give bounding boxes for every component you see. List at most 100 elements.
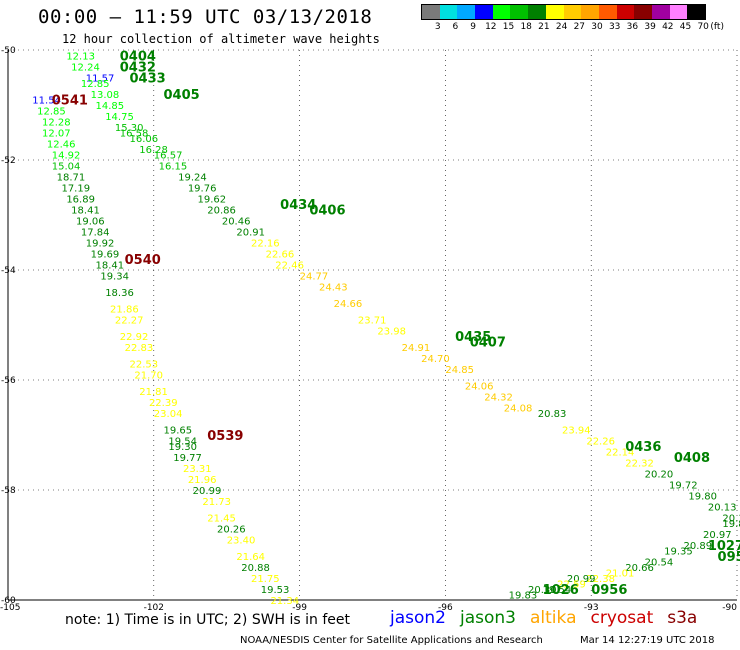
satellite-label-jason3: jason3 xyxy=(460,608,516,628)
satellite-label-jason2: jason2 xyxy=(390,608,446,628)
wave-height-value: 12.13 xyxy=(66,52,95,63)
wave-height-value: 19.35 xyxy=(664,547,693,558)
legend-swatch xyxy=(669,5,688,19)
wave-height-value: 21.70 xyxy=(134,371,163,382)
pass-time-label: 0433 xyxy=(130,72,166,87)
wave-height-value: 24.43 xyxy=(319,283,348,294)
legend-tick: 36 xyxy=(626,22,639,32)
legend-tick: 70 xyxy=(697,22,709,32)
wave-height-value: 11.57 xyxy=(86,74,115,85)
legend-tick: 45 xyxy=(679,22,692,32)
wave-height-value: 20.46 xyxy=(222,217,251,228)
latitude-tick-label: -54 xyxy=(1,266,16,276)
wave-height-value: 19.72 xyxy=(669,481,698,492)
wave-height-value: 23.71 xyxy=(358,316,387,327)
wave-height-value: 20.20 xyxy=(645,470,674,481)
wave-height-value: 24.66 xyxy=(334,299,363,310)
wave-height-value: 20.89 xyxy=(684,541,713,552)
wave-height-value: 19.30 xyxy=(168,442,197,453)
wave-height-value: 19.54 xyxy=(168,437,197,448)
latitude-tick-label: -58 xyxy=(1,486,16,496)
legend-tick: 24 xyxy=(555,22,568,32)
legend-tick: 39 xyxy=(644,22,656,32)
legend-tick: 42 xyxy=(662,22,674,32)
wave-height-value: 17.19 xyxy=(61,184,90,195)
wave-height-value: 20.54 xyxy=(645,558,674,569)
wave-height-value: 22.59 xyxy=(557,580,586,591)
credit-line: NOAA/NESDIS Center for Satellite Applica… xyxy=(240,635,543,646)
wave-height-value: 18.36 xyxy=(105,288,134,299)
wave-height-value: 21.73 xyxy=(202,497,231,508)
wave-height-value: 21.64 xyxy=(236,552,265,563)
wave-height-value: 19.76 xyxy=(188,184,217,195)
wave-height-value: 19.24 xyxy=(178,173,207,184)
wave-height-value: 22.46 xyxy=(275,261,304,272)
legend-tick: 15 xyxy=(502,22,515,32)
wave-height-value: 22.16 xyxy=(251,239,280,250)
color-legend: 3 6 9 12 15 18 21 24 27 30 33 36 39 42 45 70 (ft) xyxy=(421,4,724,34)
wave-height-value: 20.91 xyxy=(236,228,265,239)
legend-tick: 21 xyxy=(538,22,550,32)
wave-height-value: 12.85 xyxy=(81,79,110,90)
legend-tick: 12 xyxy=(485,22,497,32)
legend-tick: 18 xyxy=(520,22,532,32)
wave-height-value: 16.28 xyxy=(139,145,168,156)
footer-note: note: 1) Time is in UTC; 2) SWH is in fe… xyxy=(65,612,351,628)
wave-height-value: 14.75 xyxy=(105,112,134,123)
latitude-tick-label: -56 xyxy=(1,376,16,386)
pass-time-label: 1027 xyxy=(708,539,740,554)
wave-height-value: 20.99 xyxy=(193,486,222,497)
longitude-tick-label: -96 xyxy=(438,603,453,613)
wave-height-value: 22.27 xyxy=(115,316,144,327)
wave-height-value: 12.24 xyxy=(71,63,100,74)
wave-height-value: 21.45 xyxy=(207,514,236,525)
wave-height-points: 11.5412.8512.2812.0712.4614.9215.0418.71… xyxy=(32,52,740,608)
wave-height-value: 16.57 xyxy=(154,151,183,162)
wave-height-value: 20.13 xyxy=(708,503,737,514)
wave-height-value: 24.77 xyxy=(300,272,329,283)
legend-swatch xyxy=(457,5,476,19)
satellite-legend: jason2 jason3 altika cryosat s3a xyxy=(390,608,711,628)
wave-height-value: 18.41 xyxy=(71,206,100,217)
wave-height-value: 24.06 xyxy=(465,382,494,393)
wave-height-value: 21.01 xyxy=(606,569,635,580)
wave-height-value: 18.71 xyxy=(57,173,86,184)
pass-time-label: 0407 xyxy=(470,336,506,351)
pass-time-label: 0436 xyxy=(625,440,661,455)
wave-height-value: 20.97 xyxy=(703,530,732,541)
wave-height-value: 20.88 xyxy=(241,563,270,574)
wave-height-value: 22.38 xyxy=(586,574,615,585)
wave-height-value: 12.07 xyxy=(42,129,71,140)
wave-height-value: 21.34 xyxy=(270,596,299,607)
longitude-tick-label: -105 xyxy=(0,603,20,613)
wave-height-value: 24.08 xyxy=(504,404,533,415)
longitude-tick-label: -90 xyxy=(722,603,737,613)
wave-height-value: 21.75 xyxy=(251,574,280,585)
wave-height-value: 19.34 xyxy=(100,272,129,283)
legend-tick: 33 xyxy=(608,22,621,32)
wave-height-value: 19.83 xyxy=(509,591,538,602)
wave-height-value: 23.94 xyxy=(562,426,591,437)
legend-swatch xyxy=(687,5,705,19)
pass-time-label: 0957 xyxy=(718,550,740,565)
legend-tick: 30 xyxy=(591,22,603,32)
longitude-ticks: -105 -102 -99 -96 -93 -90 xyxy=(0,603,737,613)
legend-swatch xyxy=(616,5,635,19)
legend-swatch xyxy=(563,5,582,19)
wave-height-value: 20.30 xyxy=(528,585,557,596)
pass-time-label: 1026 xyxy=(543,583,579,598)
legend-swatch xyxy=(581,5,599,19)
wave-height-value: 23.98 xyxy=(377,327,406,338)
wave-height-value: 14.92 xyxy=(52,151,81,162)
wave-height-value: 22.39 xyxy=(149,398,178,409)
latitude-tick-label: -52 xyxy=(1,156,16,166)
pass-time-label: 0539 xyxy=(207,429,243,444)
page-title: 00:00 – 11:59 UTC 03/13/2018 xyxy=(38,6,373,28)
wave-height-value: 22.83 xyxy=(125,343,154,354)
wave-height-value: 24.70 xyxy=(421,354,450,365)
wave-height-value: 22.14 xyxy=(606,448,635,459)
pass-time-label: 0434 xyxy=(280,198,316,213)
wave-height-value: 22.92 xyxy=(120,332,149,343)
